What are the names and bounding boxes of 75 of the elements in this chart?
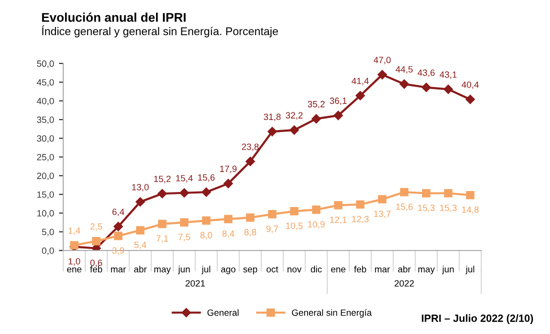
x-tick-label: mar [375, 267, 390, 272]
data-label: 15,3 [418, 204, 435, 212]
data-label: 23,8 [242, 144, 259, 152]
data-label: 15,4 [176, 175, 193, 182]
text: 2021 [186, 280, 205, 287]
x-tick-label: abr [398, 266, 411, 272]
x-tick-label: dic [310, 266, 322, 272]
x-tick-label: mar [111, 267, 126, 272]
data-label: 8,0 [200, 232, 212, 240]
x-tick-label: sep [243, 267, 258, 274]
text: IPRI – Julio 2022 (2/10) [422, 314, 533, 324]
data-label: 43,1 [440, 71, 457, 79]
data-label: 1,0 [68, 258, 80, 266]
y-tick-label: 50,0 [37, 60, 54, 68]
data-label: 1,4 [68, 227, 80, 235]
y-tick-label: 30,0 [37, 135, 54, 143]
data-label: 8,8 [244, 228, 256, 236]
data-label: 35,2 [308, 100, 325, 108]
data-label: 2,5 [90, 223, 102, 231]
data-label: 15,3 [440, 204, 457, 212]
y-tick-label: 20,0 [37, 172, 54, 180]
y-tick-label: 5,0 [42, 228, 54, 236]
data-label: 40,4 [462, 81, 479, 89]
data-label: 17,9 [220, 166, 237, 174]
data-label: 13,7 [374, 210, 391, 218]
data-label: 13,0 [132, 184, 149, 192]
y-tick-label: 45,0 [36, 79, 54, 87]
data-label: 0,6 [90, 260, 102, 268]
data-label: 14,8 [462, 206, 479, 214]
data-label: 12,3 [352, 216, 369, 224]
x-tick-label: feb [354, 266, 366, 272]
x-tick-label: jul [466, 266, 474, 274]
y-tick-label: 40,0 [36, 98, 54, 106]
y-tick-label: 0,0 [42, 247, 54, 255]
x-tick-label: ene [67, 267, 82, 272]
y-tick-label: 35,0 [37, 116, 54, 124]
data-label: 5,4 [134, 242, 146, 250]
data-label: 41,4 [352, 78, 369, 86]
data-label: 10,5 [286, 222, 303, 230]
data-label: 15,6 [198, 174, 215, 182]
data-label: 9,7 [266, 226, 278, 234]
chart-subtitle: Índice general y general sin Energía. Porcentaje [42, 25, 278, 38]
text: 2022 [394, 280, 414, 287]
data-label: 7,1 [156, 235, 168, 243]
data-label: 12,1 [330, 216, 347, 224]
y-tick-label: 10,0 [37, 210, 54, 218]
data-label: 43,6 [418, 70, 435, 77]
data-label: 36,1 [330, 98, 347, 106]
data-label: 44,5 [396, 66, 413, 74]
data-label: 8,4 [222, 230, 234, 238]
x-tick-label: jun [178, 266, 190, 274]
x-tick-label: jun [442, 266, 454, 274]
data-label: 6,4 [112, 208, 124, 216]
legend-label: General [207, 309, 239, 316]
data-label: 15,2 [154, 176, 171, 184]
x-tick-label: may [154, 267, 171, 274]
data-label: 10,9 [308, 221, 325, 229]
x-tick-label: oct [266, 266, 278, 272]
legend-label: General sin Energía [292, 309, 372, 318]
data-label: 15,6 [396, 203, 413, 211]
chart-title: Evolución anual del IPRI [42, 12, 186, 22]
y-tick-label: 15,0 [37, 191, 54, 199]
x-tick-label: ene [331, 267, 346, 272]
data-label: 3,9 [112, 247, 124, 255]
x-tick-label: abr [134, 266, 147, 272]
x-tick-label: ago [221, 267, 236, 274]
data-label: 7,5 [178, 234, 190, 242]
data-label: 32,2 [286, 112, 303, 120]
data-label: 47,0 [374, 56, 391, 64]
x-tick-label: nov [288, 267, 302, 272]
x-tick-label: feb [90, 266, 102, 272]
x-tick-label: jul [202, 266, 210, 274]
y-tick-label: 25,0 [37, 154, 54, 162]
data-label: 31,8 [264, 114, 281, 122]
x-tick-label: may [418, 267, 435, 274]
